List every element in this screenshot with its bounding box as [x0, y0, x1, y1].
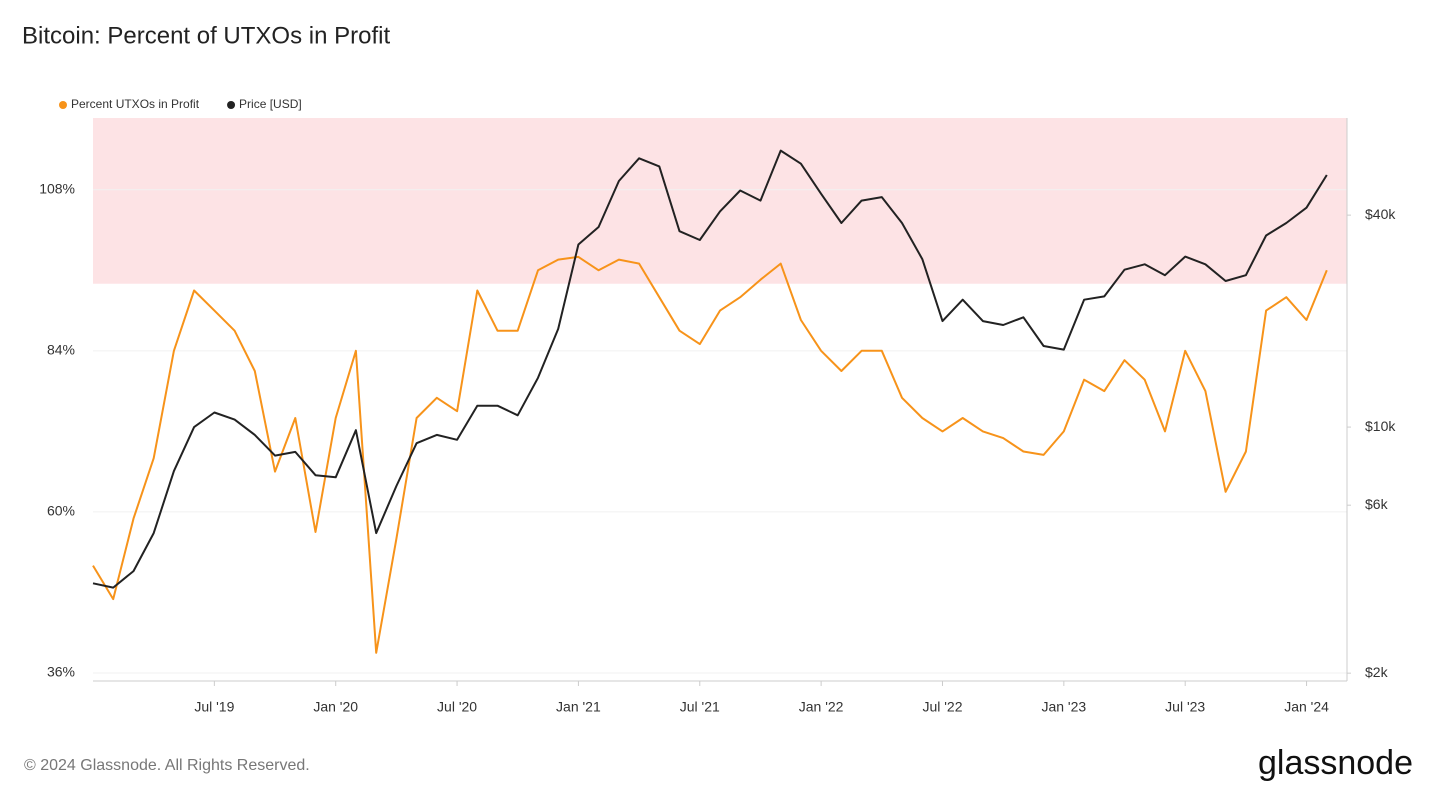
- legend-marker: [227, 101, 236, 109]
- y2-tick-label: $10k: [1365, 418, 1396, 434]
- y2-tick-label: $2k: [1365, 664, 1389, 680]
- y-tick-label: 84%: [47, 342, 75, 358]
- x-tick-label: Jan '20: [313, 699, 358, 715]
- legend-marker: [59, 101, 67, 109]
- series-line: [92, 149, 1328, 589]
- x-tick-label: Jul '23: [1165, 699, 1205, 715]
- brand-logo: glassnode: [1258, 744, 1413, 782]
- footer: © 2024 Glassnode. All Rights Reserved.: [24, 757, 310, 774]
- legend-label: Percent UTXOs in Profit: [71, 97, 200, 111]
- y-tick-label: 108%: [39, 181, 75, 197]
- x-tick-label: Jan '22: [799, 699, 844, 715]
- x-tick-label: Jan '21: [556, 699, 601, 715]
- series-line: [92, 255, 1328, 654]
- legend-label: Price [USD]: [239, 97, 302, 111]
- x-tick-label: Jul '22: [922, 699, 962, 715]
- x-tick-label: Jan '23: [1041, 699, 1086, 715]
- x-tick-label: Jul '19: [194, 699, 234, 715]
- y2-tick-label: $40k: [1365, 206, 1396, 222]
- y-tick-label: 36%: [47, 664, 75, 680]
- y-tick-label: 60%: [47, 503, 75, 519]
- y2-tick-label: $6k: [1365, 496, 1389, 512]
- x-tick-label: Jul '21: [680, 699, 720, 715]
- chart-title: Bitcoin: Percent of UTXOs in Profit: [22, 22, 390, 49]
- highlight-band: [93, 118, 1347, 284]
- x-tick-label: Jul '20: [437, 699, 477, 715]
- x-tick-label: Jan '24: [1284, 699, 1329, 715]
